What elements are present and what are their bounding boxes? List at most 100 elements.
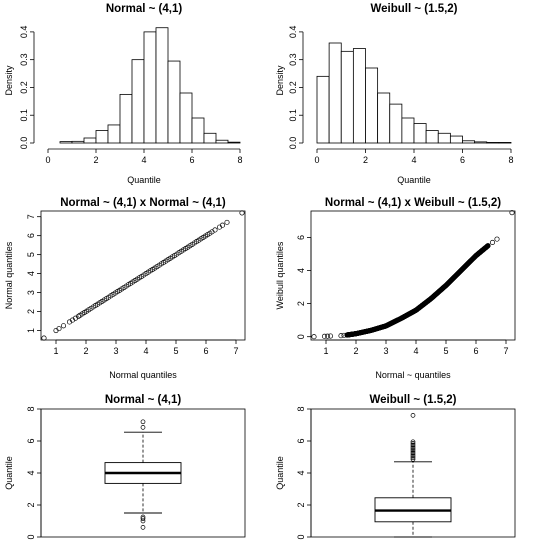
y-axis: 0 2 4 6 8 (26, 406, 42, 540)
x-tick-label: 7 (233, 346, 238, 356)
panel-qq_normal_weibull: Normal ~ (4,1) x Weibull ~ (1.5,2) Weibul… (275, 197, 516, 380)
data-point (321, 333, 328, 339)
outlier-point (410, 445, 416, 451)
y-tick-label: 2 (296, 502, 306, 507)
y-tick-label: 3 (26, 290, 36, 295)
histogram-bar (215, 139, 229, 144)
y-tick-label: 0 (296, 534, 306, 539)
x-tick-label: 3 (113, 346, 118, 356)
y-tick-label: 0.3 (288, 53, 298, 66)
histogram-bar (95, 130, 109, 144)
histogram-bar (462, 140, 476, 144)
x-tick-label: 1 (53, 346, 58, 356)
data-point (489, 239, 496, 245)
outlier-point (410, 444, 416, 449)
scatter-points (41, 210, 245, 341)
panel-hist_weibull: Weibull ~ (1.5,2)DensityQuantile0.00.10.… (275, 3, 514, 185)
outlier-point (140, 514, 146, 520)
x-tick-label: 1 (323, 346, 328, 356)
data-point (494, 236, 500, 242)
scatter-points (311, 210, 515, 340)
y-tick-label: 4 (296, 470, 306, 475)
histogram-bar (437, 132, 451, 144)
outlier-point (410, 449, 416, 454)
histogram-bar (227, 141, 241, 144)
histogram-bar (486, 142, 500, 144)
y-axis-label: Density (275, 65, 285, 96)
data-point (327, 333, 334, 339)
x-tick-label: 8 (237, 155, 242, 165)
x-tick-label: 2 (83, 346, 88, 356)
outlier-point (410, 455, 416, 461)
y-axis: 0.0 0.1 0.2 0.3 0.4 (19, 26, 35, 150)
data-point (239, 210, 245, 216)
x-tick-label: 7 (503, 346, 508, 356)
outlier-point (410, 413, 416, 418)
x-tick-label: 2 (363, 155, 368, 165)
data-point (341, 332, 347, 338)
y-axis-label: Density (4, 65, 14, 96)
y-tick-label: 8 (26, 406, 36, 411)
x-tick-label: 6 (473, 346, 478, 356)
data-point (56, 326, 62, 332)
data-point (41, 335, 47, 341)
x-axis: 0 2 4 6 8 (45, 148, 243, 165)
x-axis-label: Quantile (397, 175, 431, 185)
x-axis: 0 2 4 6 8 (314, 148, 514, 165)
data-point (75, 313, 82, 319)
x-tick-label: 4 (413, 346, 418, 356)
y-tick-label: 7 (26, 214, 36, 219)
histogram-bar (119, 93, 133, 144)
histogram-bar (179, 92, 193, 144)
y-tick-label: 0.2 (19, 81, 29, 94)
y-tick-label: 2 (26, 309, 36, 314)
x-tick-label: 2 (353, 346, 358, 356)
y-tick-label: 0.4 (288, 26, 298, 39)
y-tick-label: 5 (26, 252, 36, 257)
histogram-bar (365, 67, 379, 144)
panel-hist_normal: Normal ~ (4,1)DensityQuantile0.00.10.20.… (4, 3, 243, 185)
data-point (219, 222, 226, 228)
histogram-bar (191, 117, 205, 144)
x-tick-label: 4 (141, 155, 146, 165)
y-axis: 0 2 4 6 8 (296, 406, 312, 540)
y-tick-label: 6 (26, 438, 36, 443)
boxplot (374, 413, 452, 538)
data-point (212, 227, 218, 233)
y-tick-label: 1 (26, 328, 36, 333)
y-tick-label: 0.0 (19, 137, 29, 150)
y-axis: 0 2 4 6 (296, 235, 312, 339)
x-tick-label: 4 (143, 346, 148, 356)
y-tick-label: 4 (296, 268, 306, 273)
y-tick-label: 8 (296, 406, 306, 411)
x-tick-label: 2 (93, 155, 98, 165)
histogram-bars (59, 27, 241, 144)
y-axis-label: Weibull quantiles (275, 241, 285, 309)
panel-box_weibull: Weibull ~ (1.5,2) Quantile 0 2 4 6 8 (275, 394, 516, 540)
x-tick-label: 6 (189, 155, 194, 165)
outlier-point (410, 441, 416, 446)
y-tick-label: 0.0 (288, 137, 298, 150)
histogram-bar (107, 124, 121, 144)
data-point (60, 323, 67, 329)
x-tick-label: 5 (173, 346, 178, 356)
data-point (311, 334, 317, 340)
histogram-bar (413, 123, 427, 144)
panel-title: Weibull ~ (1.5,2) (370, 3, 457, 15)
outlier-point (410, 439, 416, 445)
y-axis-label: Quantile (275, 456, 285, 490)
y-axis: 1 2 3 4 5 6 7 (26, 214, 42, 333)
panel-title: Normal ~ (4,1) x Weibull ~ (1.5,2) (325, 197, 501, 209)
outlier-point (140, 425, 146, 430)
x-axis: 1 2 3 4 5 6 7 (53, 339, 239, 356)
histogram-bar (131, 59, 145, 144)
y-tick-label: 0.3 (19, 53, 29, 66)
x-tick-label: 6 (460, 155, 465, 165)
x-axis-label: Normal ~ quantiles (375, 370, 451, 380)
data-point (338, 333, 344, 339)
histogram-bar (449, 135, 463, 144)
histogram-bar (316, 75, 330, 144)
y-tick-label: 4 (26, 470, 36, 475)
outlier-point (410, 450, 416, 456)
x-tick-label: 3 (383, 346, 388, 356)
